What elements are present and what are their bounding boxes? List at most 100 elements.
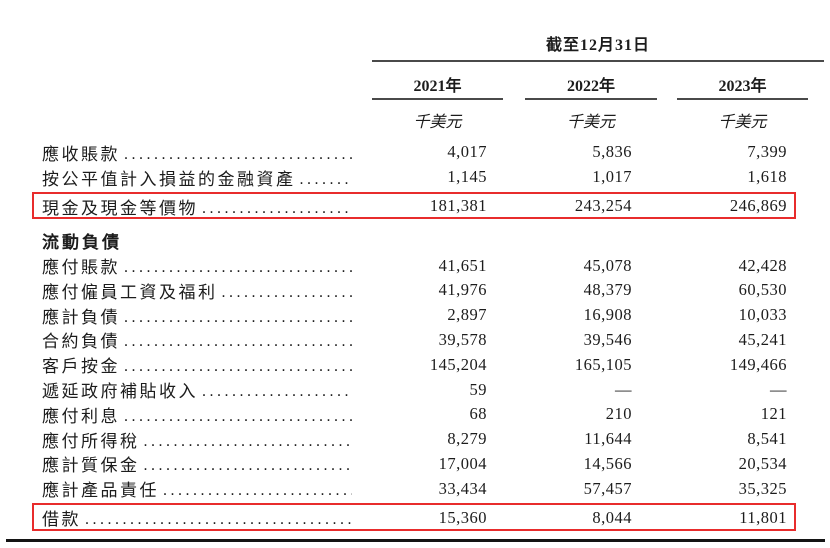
value-2022: 14,566 (583, 453, 632, 473)
table-row: 按公平值計入損益的金融資產 1,145 1,017 1,618 (42, 165, 787, 190)
label-cell: 應計質保金 (42, 451, 352, 476)
label-cell: 應付利息 (42, 402, 352, 427)
dot-leader (124, 259, 352, 277)
value-2021: 41,976 (438, 280, 487, 300)
table-row: 應付利息 68 210 121 (42, 402, 787, 427)
value-2021: 2,897 (447, 305, 487, 325)
dot-leader (124, 146, 352, 164)
table-row: 借款 15,360 8,044 11,801 (32, 503, 796, 531)
unit-label: 千美元 (718, 114, 767, 131)
value-2021: 181,381 (429, 195, 487, 215)
label-cell: 應收賬款 (42, 140, 352, 165)
label-cell: 按公平值計入損益的金融資產 (42, 165, 352, 190)
dot-leader (202, 383, 352, 401)
table-row: 遞延政府補貼收入 59 — — (42, 377, 787, 402)
row-label: 應計產品責任 (42, 481, 159, 501)
value-2022: 57,457 (583, 478, 632, 498)
year-column-2023: 2023年 (677, 72, 808, 100)
value-2021: 39,578 (438, 329, 487, 349)
value-2021: 1,145 (447, 167, 487, 187)
value-2021: 33,434 (438, 478, 487, 498)
dot-leader (124, 408, 352, 426)
value-2022: 45,078 (583, 255, 632, 275)
label-cell: 合約負債 (42, 327, 352, 352)
table-row: 應計負債 2,897 16,908 10,033 (42, 303, 787, 328)
label-cell: 應計負債 (42, 303, 352, 328)
value-2023: 10,033 (738, 305, 787, 325)
value-2022: 243,254 (574, 195, 632, 215)
dot-leader (300, 171, 353, 189)
dot-leader (144, 457, 353, 475)
dot-leader (163, 482, 352, 500)
page-bottom-rule (6, 539, 825, 542)
label-cell: 應計產品責任 (42, 476, 352, 501)
value-2023: 60,530 (738, 280, 787, 300)
dot-leader (144, 433, 353, 451)
label-cell: 應付賬款 (42, 253, 352, 278)
value-2023: 149,466 (729, 354, 787, 374)
table-row: 客戶按金 145,204 165,105 149,466 (42, 352, 787, 377)
label-cell: 現金及現金等價物 (42, 194, 352, 219)
unit-header-row: 千美元 千美元 千美元 (372, 108, 808, 132)
row-label: 應收賬款 (42, 144, 120, 164)
value-2021: 8,279 (447, 429, 487, 449)
section-title: 流動負債 (42, 233, 122, 253)
unit-label: 千美元 (413, 114, 462, 131)
section-header-row: 流動負債 (42, 228, 787, 253)
value-2022: 11,644 (584, 429, 632, 449)
value-2021: 145,204 (429, 354, 487, 374)
row-label: 按公平值計入損益的金融資產 (42, 169, 296, 189)
period-header: 截至12月31日 (372, 31, 824, 62)
label-cell: 流動負債 (42, 228, 352, 253)
value-2023: 8,541 (747, 429, 787, 449)
table-row: 應收賬款 4,017 5,836 7,399 (42, 140, 787, 165)
value-2023: 11,801 (739, 507, 787, 527)
value-2022: 1,017 (592, 167, 632, 187)
table-row: 應付賬款 41,651 45,078 42,428 (42, 253, 787, 278)
value-2021: 59 (469, 379, 487, 399)
value-2021: 15,360 (438, 507, 487, 527)
value-2021: 17,004 (438, 453, 487, 473)
value-2022: 8,044 (592, 507, 632, 527)
dot-leader (85, 511, 352, 529)
table-row: 現金及現金等價物 181,381 243,254 246,869 (32, 191, 796, 220)
value-2022: 165,105 (574, 354, 632, 374)
value-2023: 42,428 (738, 255, 787, 275)
value-2021: 4,017 (447, 142, 487, 162)
row-label: 應計質保金 (42, 456, 140, 476)
value-2023: 7,399 (747, 142, 787, 162)
table-row: 合約負債 39,578 39,546 45,241 (42, 328, 787, 353)
dot-leader (124, 333, 352, 351)
value-2022: 16,908 (583, 305, 632, 325)
row-label: 應付利息 (42, 406, 120, 426)
row-label: 應付賬款 (42, 258, 120, 278)
value-2023: 45,241 (738, 329, 787, 349)
row-label: 客戶按金 (42, 357, 120, 377)
dot-leader (124, 309, 352, 327)
row-label: 應計負債 (42, 307, 120, 327)
value-2022: 210 (605, 404, 632, 424)
year-header-row: 2021年 2022年 2023年 (372, 72, 808, 100)
value-2023: 35,325 (738, 478, 787, 498)
row-label: 現金及現金等價物 (42, 198, 198, 218)
value-2021: 41,651 (438, 255, 487, 275)
value-2022: 39,546 (583, 329, 632, 349)
value-2023: 20,534 (738, 453, 787, 473)
value-2022: 48,379 (583, 280, 632, 300)
label-cell: 應付僱員工資及福利 (42, 278, 352, 303)
value-2022: 5,836 (592, 142, 632, 162)
row-label: 遞延政府補貼收入 (42, 382, 198, 402)
table-row: 應計質保金 17,004 14,566 20,534 (42, 452, 787, 477)
table-row: 應付所得稅 8,279 11,644 8,541 (42, 427, 787, 452)
label-cell: 遞延政府補貼收入 (42, 377, 352, 402)
dot-leader (124, 358, 352, 376)
value-2022: — (615, 379, 632, 399)
label-cell: 客戶按金 (42, 352, 352, 377)
value-2023: 1,618 (747, 167, 787, 187)
value-2023: 246,869 (729, 195, 787, 215)
unit-label: 千美元 (566, 114, 615, 131)
table-row: 應計產品責任 33,434 57,457 35,325 (42, 476, 787, 501)
table-body: 應收賬款 4,017 5,836 7,399 按公平值計入損益的金融資產 1,145 1,0… (32, 140, 796, 531)
label-cell: 應付所得稅 (42, 427, 352, 452)
